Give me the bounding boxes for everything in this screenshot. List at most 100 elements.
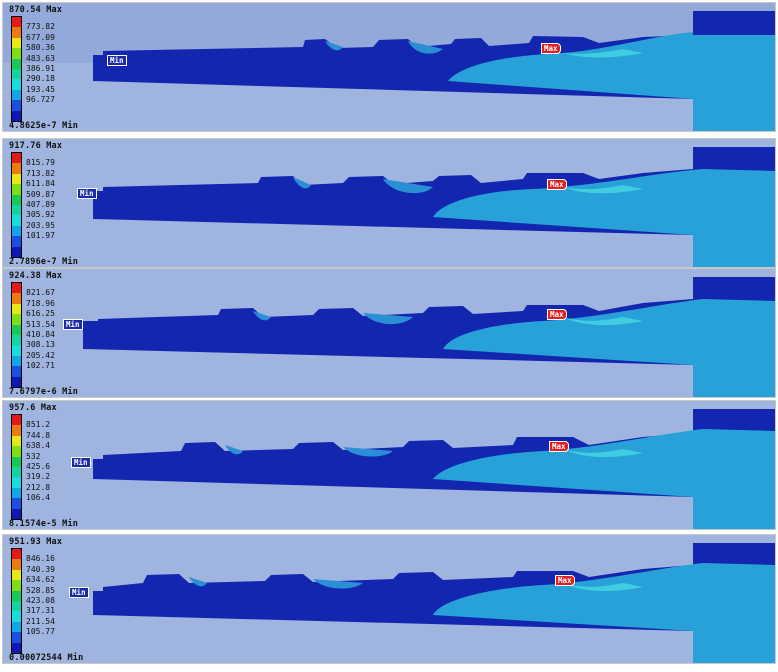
legend-color-swatch [12, 163, 21, 174]
legend-color-swatch [12, 334, 21, 346]
min-marker: Min [107, 55, 127, 66]
legend-color-swatch [12, 173, 21, 185]
legend-color-bar [11, 414, 22, 520]
min-marker: Min [69, 587, 89, 598]
legend-color-swatch [12, 100, 21, 111]
legend-color-swatch [12, 590, 21, 601]
legend-color-swatch [12, 487, 21, 499]
legend-color-swatch [12, 355, 21, 367]
legend-color-swatch [12, 435, 21, 447]
legend-tick-label: 616.25 [26, 309, 55, 319]
legend-max-label: 957.6 Max [9, 403, 57, 413]
legend-min-label: 8.1574e-5 Min [9, 519, 79, 529]
legend-min-label: 7.6797e-6 Min [9, 387, 79, 397]
contour-panel-2: Min Max 917.76 Max 815.79 713.82 611.84 509… [2, 138, 776, 268]
legend-color-swatch [12, 184, 21, 195]
color-legend: 917.76 Max 815.79 713.82 611.84 509.87 407.8… [6, 141, 106, 267]
legend-tick-label: 105.77 [26, 627, 55, 637]
color-legend: 924.38 Max 821.67 718.96 616.25 513.54 410.8… [6, 271, 106, 397]
legend-min-label: 2.7896e-7 Min [9, 257, 79, 267]
contour-panel-5: Min Max 951.93 Max 846.16 740.39 634.62 528… [2, 534, 776, 664]
legend-color-swatch [12, 204, 21, 216]
legend-tick-label: 740.39 [26, 564, 55, 574]
legend-color-bar [11, 152, 22, 258]
legend-max-label: 951.93 Max [9, 537, 63, 547]
legend-color-swatch [12, 194, 21, 205]
legend-color-swatch [12, 314, 21, 325]
legend-tick-label: 193.45 [26, 84, 55, 94]
min-marker: Min [63, 319, 83, 330]
legend-tick-label: 532 [26, 451, 41, 461]
legend-tick-label: 638.4 [26, 441, 51, 451]
legend-tick-label: 290.18 [26, 74, 55, 84]
legend-color-swatch [12, 477, 21, 488]
legend-tick-label: 407.89 [26, 200, 55, 209]
legend-tick-label: 203.95 [26, 220, 55, 230]
legend-tick-label: 611.84 [26, 179, 55, 189]
min-marker: Min [77, 188, 97, 199]
legend-color-bar [11, 282, 22, 388]
legend-tick-label: 96.727 [26, 95, 55, 105]
legend-color-swatch [12, 376, 21, 387]
legend-color-swatch [12, 68, 21, 80]
legend-color-swatch [12, 27, 21, 38]
legend-color-swatch [12, 621, 21, 633]
legend-color-swatch [12, 425, 21, 436]
legend-color-swatch [12, 415, 21, 426]
contour-panel-1: Min Max 870.54 Max 773.82 677.09 580.36 483… [2, 2, 776, 132]
legend-tick-label: 851.2 [26, 420, 51, 430]
legend-tick-label: 211.54 [26, 616, 55, 626]
legend-tick-label: 317.31 [26, 606, 55, 616]
legend-min-label: 0.00072544 Min [9, 653, 84, 663]
max-marker: Max [541, 43, 561, 54]
legend-tick-label: 205.42 [26, 350, 55, 360]
legend-tick-label: 513.54 [26, 319, 55, 329]
legend-color-swatch [12, 246, 21, 257]
contour-plot-5 [3, 535, 775, 663]
legend-tick-label: 319.2 [26, 472, 51, 482]
legend-tick-label: 102.71 [26, 361, 55, 371]
legend-color-swatch [12, 611, 21, 622]
legend-tick-label: 509.87 [26, 189, 55, 199]
color-legend: 957.6 Max 851.2 744.8 638.4 532 425.6 319.2 21… [6, 403, 106, 529]
max-marker: Max [555, 575, 575, 586]
legend-color-swatch [12, 37, 21, 49]
legend-color-swatch [12, 110, 21, 121]
legend-color-swatch [12, 89, 21, 101]
legend-tick-label: 773.82 [26, 22, 55, 32]
legend-color-swatch [12, 446, 21, 457]
legend-tick-label: 846.16 [26, 554, 55, 564]
contour-plot-3 [3, 269, 775, 397]
legend-tick-label: 305.92 [26, 210, 55, 220]
color-legend: 870.54 Max 773.82 677.09 580.36 483.63 386.9… [6, 5, 106, 131]
legend-tick-label: 821.67 [26, 288, 55, 298]
contour-panel-3: Min Max 924.38 Max 821.67 718.96 616.25 513… [2, 268, 776, 398]
legend-color-swatch [12, 225, 21, 237]
legend-color-swatch [12, 17, 21, 28]
legend-max-label: 870.54 Max [9, 5, 63, 15]
legend-color-swatch [12, 293, 21, 304]
legend-color-bar [11, 16, 22, 122]
legend-color-swatch [12, 153, 21, 164]
legend-tick-label: 718.96 [26, 298, 55, 308]
legend-tick-label: 744.8 [26, 430, 51, 440]
legend-tick-label: 713.82 [26, 168, 55, 178]
legend-color-swatch [12, 58, 21, 69]
max-marker: Max [547, 179, 567, 190]
legend-color-swatch [12, 498, 21, 509]
contour-panel-4: Min Max 957.6 Max 851.2 744.8 638.4 532 425.… [2, 400, 776, 530]
contour-plot-1 [3, 3, 775, 131]
legend-tick-label: 815.79 [26, 158, 55, 168]
legend-color-swatch [12, 600, 21, 612]
legend-tick-label: 580.36 [26, 43, 55, 53]
legend-color-swatch [12, 642, 21, 653]
legend-max-label: 917.76 Max [9, 141, 63, 151]
legend-color-swatch [12, 48, 21, 59]
legend-color-swatch [12, 324, 21, 335]
color-legend: 951.93 Max 846.16 740.39 634.62 528.85 423.0… [6, 537, 106, 663]
legend-color-swatch [12, 466, 21, 478]
legend-color-swatch [12, 559, 21, 570]
legend-tick-label: 528.85 [26, 585, 55, 595]
legend-color-swatch [12, 632, 21, 643]
legend-color-swatch [12, 303, 21, 315]
